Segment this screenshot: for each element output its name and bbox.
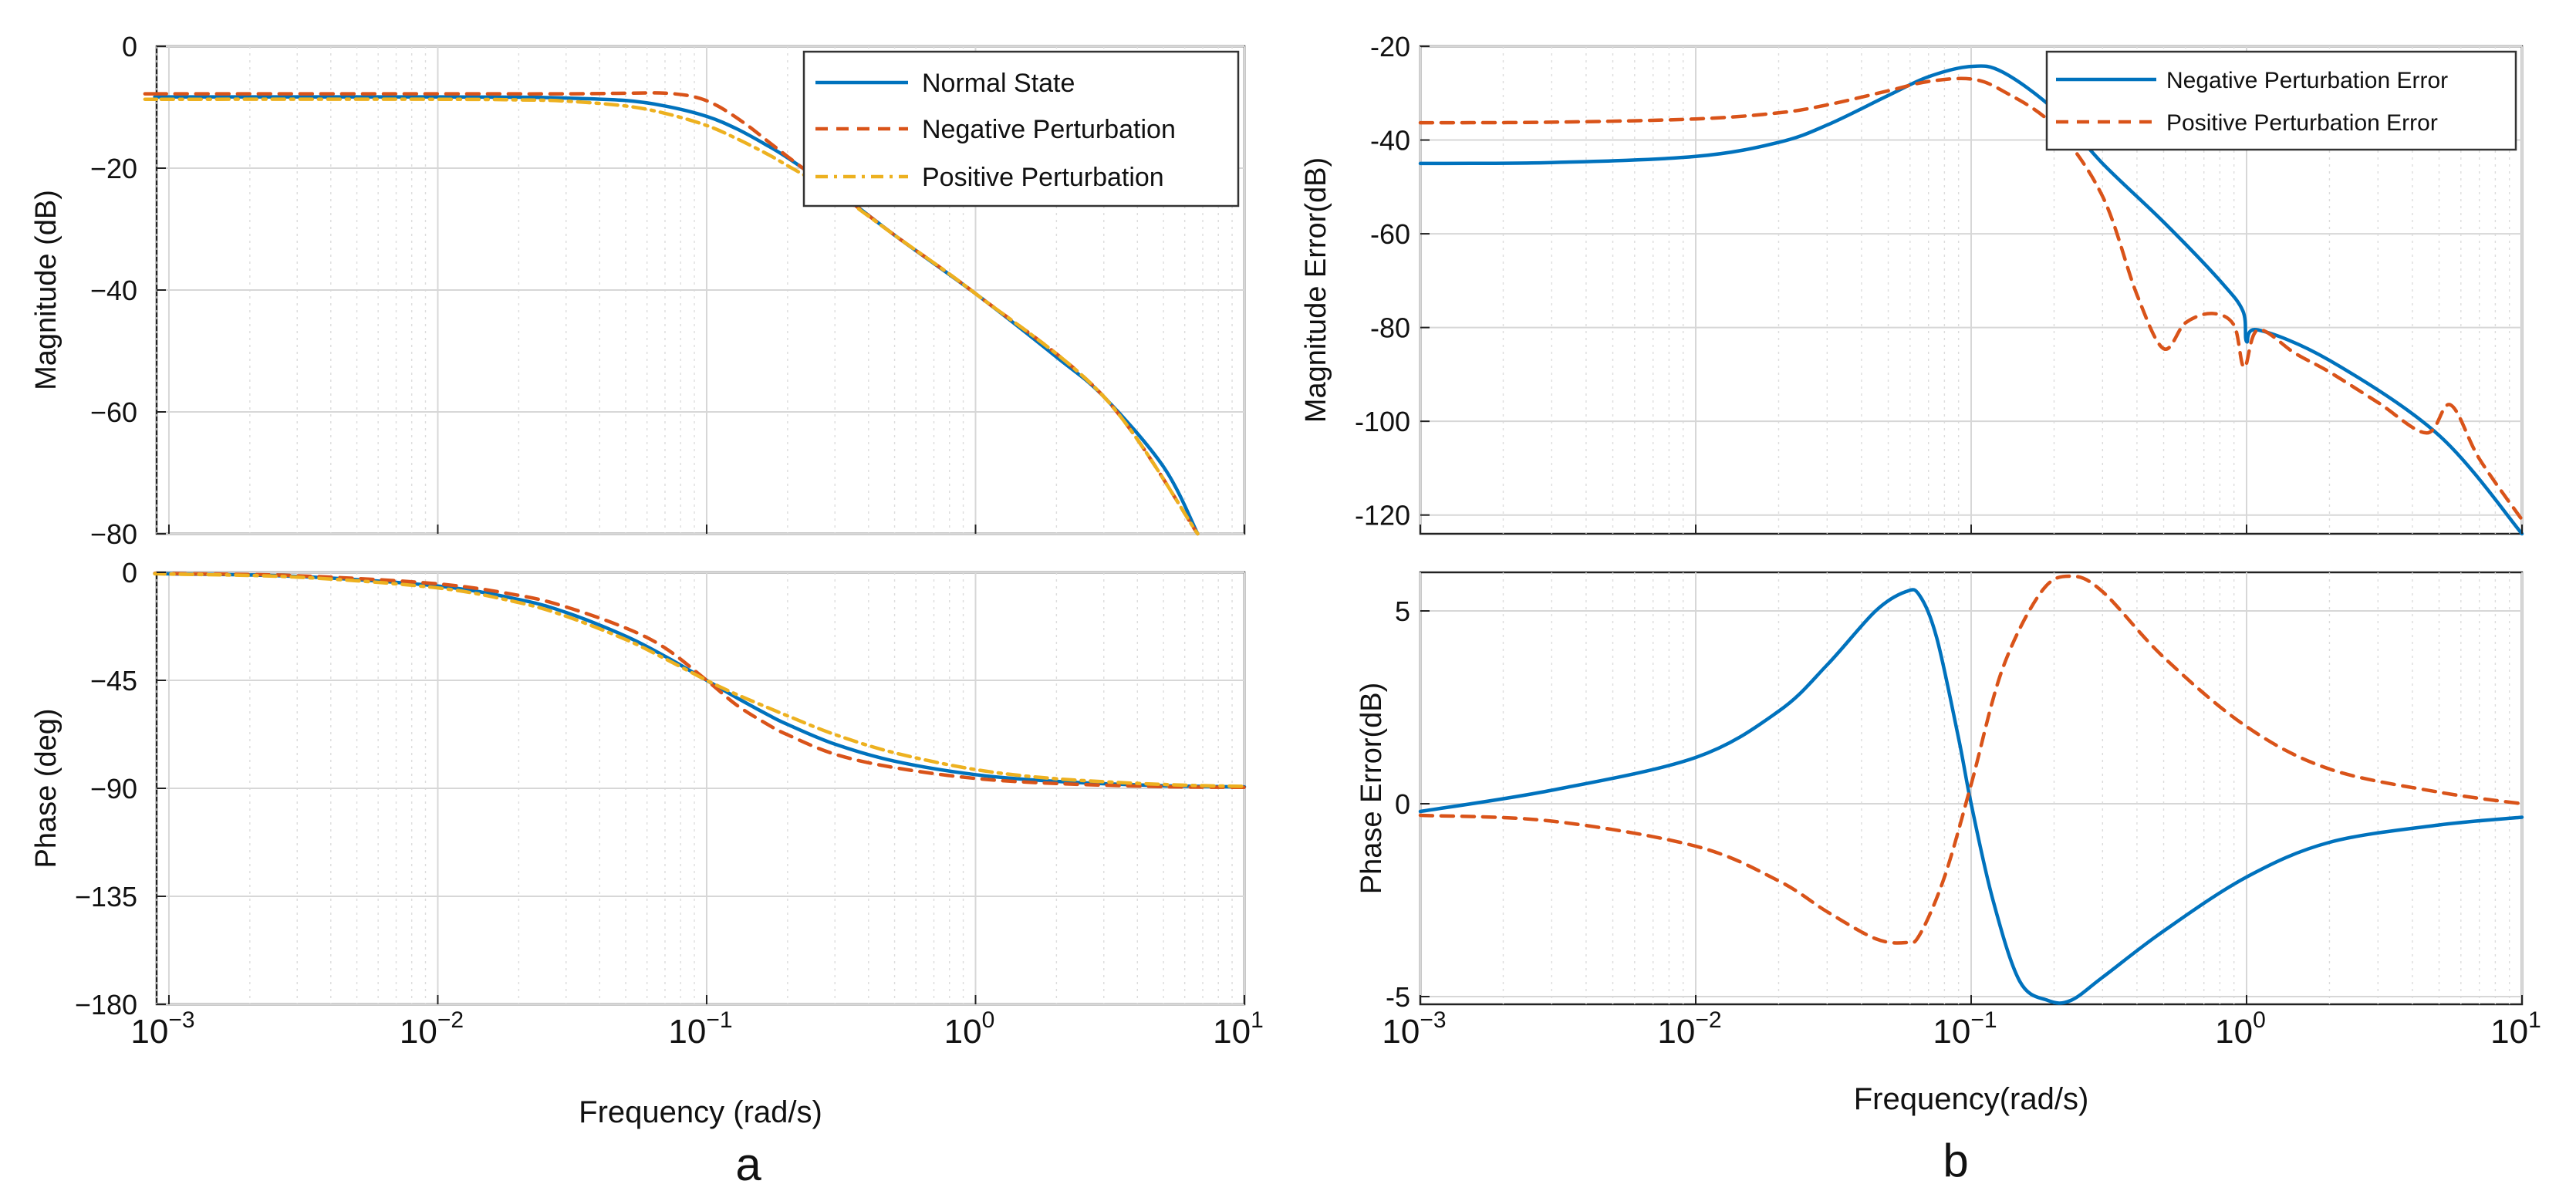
series-positive-perturbation-error <box>1418 76 2524 522</box>
y-tick-label: −20 <box>90 153 137 184</box>
series-normal-state <box>153 95 1200 536</box>
x-tick-label: 100 <box>944 1007 995 1051</box>
y-tick-label: -60 <box>1370 218 1410 250</box>
y-tick-label: −80 <box>90 518 137 550</box>
panel-label-b: b <box>1943 1135 1968 1186</box>
ylabel-a-magnitude: Magnitude (dB) <box>30 190 62 390</box>
y-tick-label: -120 <box>1355 500 1410 531</box>
y-tick-label: −45 <box>90 665 137 697</box>
y-tick-label: 0 <box>122 31 137 62</box>
legend-label-positive-perturbation-error: Positive Perturbation Error <box>2166 110 2438 136</box>
y-tick-label: −90 <box>90 773 137 805</box>
x-tick-label: 10−2 <box>1657 1007 1721 1051</box>
y-tick-label: −135 <box>75 881 137 913</box>
y-tick-label: -20 <box>1370 31 1410 62</box>
grid-b-magnitude-error <box>1420 46 2523 534</box>
y-tick-label: -80 <box>1370 312 1410 344</box>
xlabel-a: Frequency (rad/s) <box>579 1095 822 1129</box>
legend-label-negative-perturbation: Negative Perturbation <box>922 115 1176 144</box>
y-tick-label: 0 <box>1395 788 1410 820</box>
series-positive-perturbation <box>143 97 1200 536</box>
y-tick-label: −40 <box>90 275 137 306</box>
legend-a: Normal State Negative Perturbation Posit… <box>802 50 1240 207</box>
grid-a-magnitude <box>156 46 1245 535</box>
y-tick-label: −60 <box>90 396 137 428</box>
legend-label-positive-perturbation: Positive Perturbation <box>922 163 1164 192</box>
panel-label-a: a <box>735 1139 761 1190</box>
y-tick-label: -100 <box>1355 406 1410 437</box>
x-tick-label: 10−1 <box>668 1007 732 1051</box>
y-tick-label: 0 <box>122 557 137 589</box>
grid-b-phase-error <box>1420 572 2523 1004</box>
x-tick-label: 10−3 <box>130 1007 194 1051</box>
x-tick-label: 10−1 <box>1933 1007 1997 1051</box>
xlabel-b: Frequency(rad/s) <box>1854 1082 2089 1116</box>
y-tick-label: -40 <box>1370 125 1410 157</box>
series-negative-perturbation <box>153 571 1247 790</box>
legend-b: Negative Perturbation Error Positive Per… <box>2045 50 2517 151</box>
x-tick-label: 100 <box>2215 1007 2266 1051</box>
x-tick-label: 101 <box>1213 1007 1264 1051</box>
y-tick-label: 5 <box>1395 595 1410 627</box>
series-positive-perturbation-error <box>1418 574 2524 945</box>
chart-b-magnitude-error: -20 -40 -60 -80 -100 -120 Magnitude Error(dB)… <box>1300 31 2524 536</box>
y-tick-label: −180 <box>75 989 137 1021</box>
ylabel-b-magnitude-error: Magnitude Error(dB) <box>1300 157 1332 423</box>
x-tick-label: 10−2 <box>400 1007 464 1051</box>
series-negative-perturbation-error <box>1418 588 2524 1005</box>
ylabel-a-phase: Phase (deg) <box>30 708 62 868</box>
x-tick-label: 101 <box>2490 1007 2541 1051</box>
legend-label-negative-perturbation-error: Negative Perturbation Error <box>2166 68 2448 93</box>
chart-b-phase-error: 5 0 -510−3 10−2 10−1 100 101 Phase Error(dB) F… <box>1356 571 2541 1116</box>
legend-label-normal-state: Normal State <box>922 69 1075 98</box>
ylabel-b-phase-error: Phase Error(dB) <box>1356 683 1388 895</box>
y-tick-label: -5 <box>1386 981 1410 1013</box>
series-positive-perturbation <box>153 572 1247 788</box>
chart-a-magnitude: 0 −20 −40 −60 −80 Magnitude (dB) Normal Stat… <box>30 31 1246 550</box>
x-tick-label: 10−3 <box>1382 1007 1446 1051</box>
